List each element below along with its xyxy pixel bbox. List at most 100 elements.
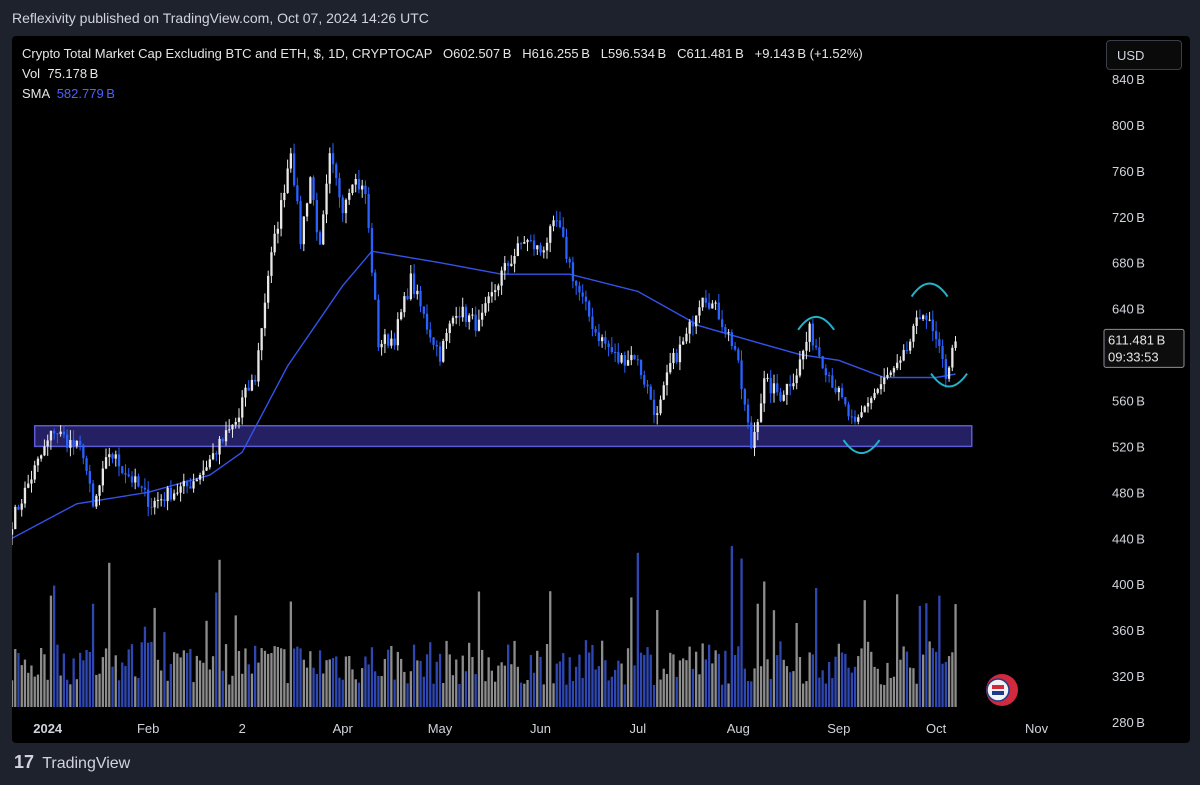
publish-header: Reflexivity published on TradingView.com… (0, 0, 1200, 36)
candle-body (72, 440, 75, 446)
currency-button[interactable]: USD (1106, 40, 1182, 70)
candle-body (445, 333, 448, 342)
candle-body (283, 192, 286, 201)
volume-bar (354, 679, 357, 707)
ohlc-close: C611.481 B (677, 46, 744, 61)
volume-bar (915, 683, 918, 707)
candle-body (293, 153, 296, 186)
volume-bar (789, 672, 792, 707)
volume-bar (630, 597, 633, 707)
candle-body (400, 312, 403, 320)
volume-bar (490, 670, 493, 707)
candle-body (429, 329, 432, 338)
candle-body (925, 315, 928, 320)
volume-bar (234, 615, 237, 707)
volume-bar (756, 603, 759, 707)
volume-bar (552, 683, 555, 707)
candle-body (374, 272, 377, 300)
volume-bar (218, 559, 221, 707)
volume-bar (153, 607, 156, 707)
volume-bar (432, 683, 435, 707)
volume-bar (130, 644, 134, 707)
volume-bar (406, 683, 409, 707)
volume-bar (678, 660, 682, 707)
candle-body (150, 506, 153, 508)
volume-bar (56, 644, 59, 707)
volume-bar (763, 581, 766, 707)
volume-bar (260, 648, 263, 707)
candle-body (532, 240, 536, 250)
volume-bar (766, 659, 769, 707)
events-flag-icon[interactable] (986, 674, 1018, 706)
candle-body (20, 503, 23, 510)
candle-body (318, 232, 322, 245)
candle-body (604, 337, 607, 344)
candle-body (299, 201, 302, 245)
volume-bar (62, 653, 65, 707)
candle-body (792, 383, 795, 387)
candle-body (367, 194, 370, 229)
brand-name: TradingView (42, 755, 131, 772)
candle-body (746, 404, 750, 423)
candle-body (688, 321, 691, 334)
volume-bar (691, 668, 695, 707)
volume-bar (75, 679, 78, 707)
y-tick-label: 560 B (1112, 394, 1145, 409)
y-tick-label: 320 B (1112, 669, 1145, 684)
tradingview-logo-icon: 17 (14, 752, 35, 772)
candle-body (221, 438, 224, 442)
candle-body (160, 499, 163, 501)
candle-body (59, 431, 62, 435)
volume-bar (925, 603, 928, 707)
volume-bar (79, 652, 82, 707)
candle-body (912, 325, 915, 342)
volume-bar (951, 652, 954, 707)
candle-body (62, 431, 65, 435)
volume-bar (36, 674, 40, 707)
candle-body (879, 384, 883, 390)
volume-bar (231, 675, 234, 707)
volume-bar (325, 660, 328, 707)
volume-bar (396, 651, 399, 707)
candle-body (759, 403, 763, 422)
volume-bar (516, 666, 519, 707)
y-tick-label: 440 B (1112, 531, 1145, 546)
volume-bar (902, 646, 905, 707)
volume-bar (850, 672, 853, 707)
volume-bar (367, 664, 370, 707)
candle-body (850, 416, 853, 418)
volume-bar (604, 660, 607, 707)
candle-body (46, 440, 49, 447)
volume-bar (403, 671, 406, 707)
volume-bar (23, 659, 27, 707)
volume-bar (487, 657, 490, 707)
volume-bar (104, 648, 108, 707)
candle-body (66, 434, 69, 448)
volume-bar (542, 684, 545, 707)
candle-body (487, 296, 490, 304)
flag-stripe (992, 691, 1004, 695)
volume-bar (237, 651, 241, 707)
volume-bar (66, 679, 69, 707)
candle-body (659, 399, 662, 414)
candle-body (30, 479, 33, 484)
candle-body (892, 368, 896, 373)
candle-body (147, 489, 150, 507)
x-tick-label: Jul (629, 721, 646, 736)
candle-body (931, 319, 934, 332)
candle-body (542, 250, 545, 253)
candle-body (127, 474, 130, 477)
candle-body (406, 296, 409, 300)
volume-bar (782, 659, 785, 707)
candle-body (484, 303, 487, 313)
volume-bar (419, 660, 422, 707)
candle-body (831, 375, 834, 388)
symbol-title: Crypto Total Market Cap Excluding BTC an… (22, 46, 433, 61)
y-tick-label: 280 B (1112, 715, 1145, 730)
volume-bar (322, 673, 325, 707)
x-tick-label: Apr (333, 721, 354, 736)
candle-body (630, 355, 633, 361)
volume-bar (20, 665, 23, 707)
